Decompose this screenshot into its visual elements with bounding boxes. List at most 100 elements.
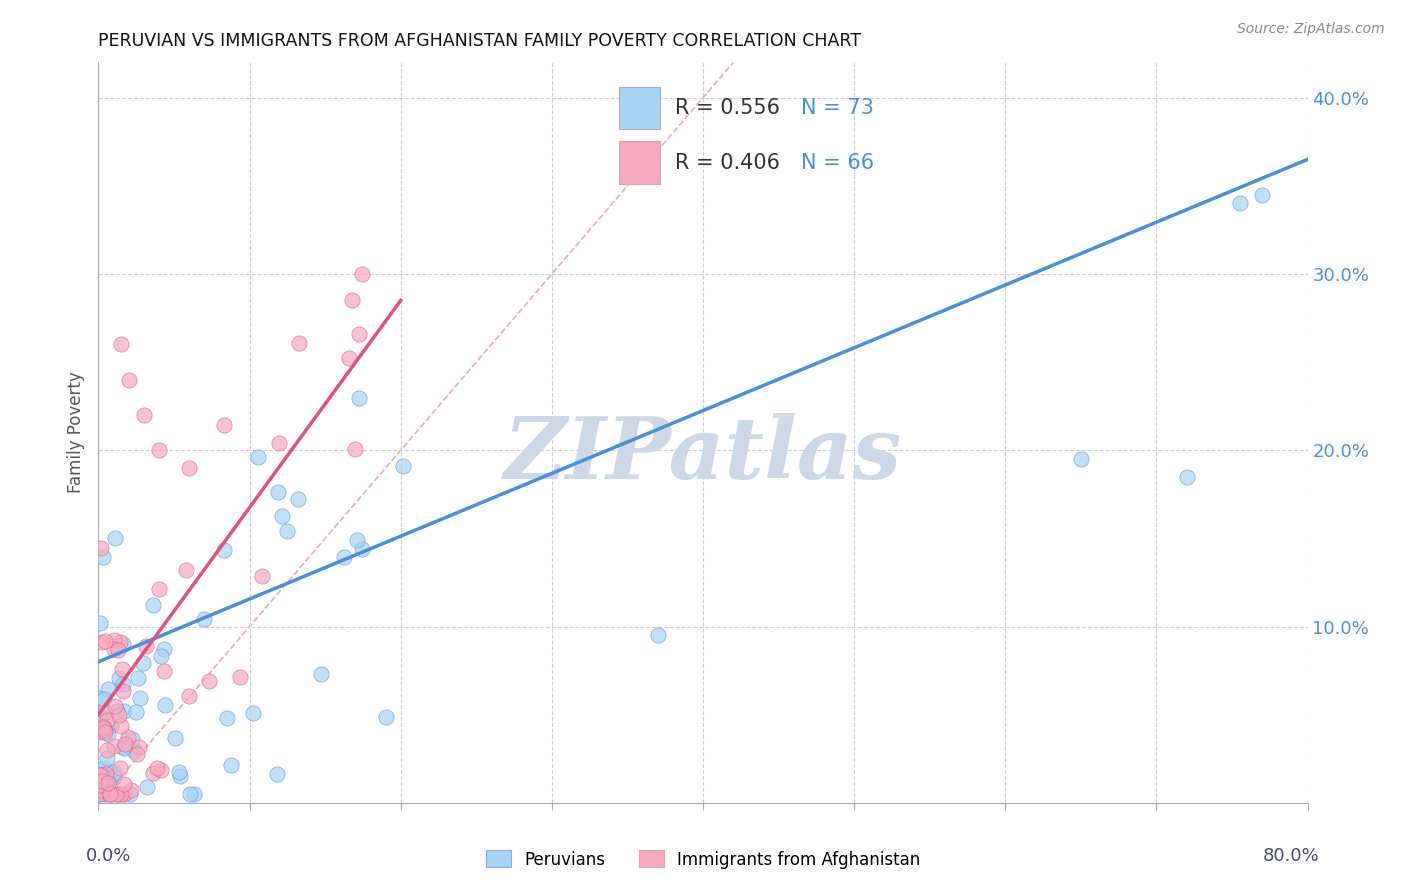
Point xyxy=(103,642,125,657)
Point xyxy=(212,417,235,432)
Point xyxy=(112,787,135,801)
Point xyxy=(97,727,120,741)
Point xyxy=(103,739,125,753)
Point xyxy=(350,267,373,281)
Point xyxy=(111,662,134,676)
Point xyxy=(91,781,114,796)
Point xyxy=(118,373,141,387)
Point xyxy=(91,635,114,649)
Point xyxy=(344,442,367,456)
Point xyxy=(129,691,152,706)
Point xyxy=(91,722,114,736)
Point xyxy=(375,710,398,724)
Point xyxy=(136,780,159,795)
Point xyxy=(90,774,112,789)
Point xyxy=(111,684,134,698)
Point xyxy=(110,719,132,733)
Point xyxy=(93,722,115,736)
Text: PERUVIAN VS IMMIGRANTS FROM AFGHANISTAN FAMILY POVERTY CORRELATION CHART: PERUVIAN VS IMMIGRANTS FROM AFGHANISTAN … xyxy=(98,32,862,50)
Point xyxy=(132,408,155,422)
Point xyxy=(93,705,115,719)
Point xyxy=(271,509,294,524)
Point xyxy=(1070,452,1092,467)
Point xyxy=(97,681,120,696)
Point xyxy=(90,541,112,555)
Point xyxy=(89,725,111,739)
Point xyxy=(246,450,269,464)
Text: ZIPatlas: ZIPatlas xyxy=(503,413,903,497)
Point xyxy=(392,458,415,473)
Point xyxy=(215,711,238,725)
Point xyxy=(107,643,129,657)
Point xyxy=(112,704,135,718)
Point xyxy=(219,758,242,772)
Point xyxy=(108,760,131,774)
Point xyxy=(122,744,145,758)
Point xyxy=(103,633,125,648)
Point xyxy=(197,674,219,689)
Point xyxy=(163,731,186,746)
Point xyxy=(337,351,360,366)
Point xyxy=(127,671,149,685)
Point xyxy=(100,719,122,733)
Point xyxy=(347,391,370,405)
Point xyxy=(142,765,165,780)
Point xyxy=(94,725,117,739)
Point xyxy=(110,337,132,351)
Point xyxy=(150,764,173,778)
Point xyxy=(1229,196,1251,211)
Point xyxy=(93,634,115,648)
Point xyxy=(114,737,136,751)
Point xyxy=(97,773,120,788)
Point xyxy=(287,491,309,506)
Point xyxy=(91,720,114,734)
Point xyxy=(97,787,120,801)
Point xyxy=(90,767,112,781)
Point xyxy=(1251,187,1274,202)
Point xyxy=(112,637,135,651)
Point xyxy=(93,723,115,738)
Point xyxy=(96,713,118,727)
Point xyxy=(152,641,174,656)
Point xyxy=(169,769,191,783)
Point xyxy=(104,787,127,801)
Point xyxy=(97,772,120,787)
Point xyxy=(93,768,115,782)
Legend: Peruvians, Immigrants from Afghanistan: Peruvians, Immigrants from Afghanistan xyxy=(486,850,920,869)
Point xyxy=(93,691,115,706)
Point xyxy=(89,724,111,739)
Point xyxy=(269,436,291,450)
Point xyxy=(179,689,201,703)
Point xyxy=(146,761,169,775)
Point xyxy=(112,740,135,755)
Y-axis label: Family Poverty: Family Poverty xyxy=(66,372,84,493)
Point xyxy=(89,768,111,782)
Text: 80.0%: 80.0% xyxy=(1263,847,1320,865)
Point xyxy=(107,672,129,686)
Point xyxy=(193,612,215,626)
Point xyxy=(105,704,128,718)
Point xyxy=(89,690,111,705)
Point xyxy=(276,524,298,538)
Point xyxy=(89,709,111,723)
Point xyxy=(125,747,148,761)
Text: 0.0%: 0.0% xyxy=(86,847,132,865)
Point xyxy=(118,787,141,801)
Point xyxy=(647,628,669,642)
Point xyxy=(179,461,201,475)
Point xyxy=(266,767,288,781)
Point xyxy=(229,670,252,684)
Point xyxy=(107,787,129,801)
Point xyxy=(111,676,134,690)
Point xyxy=(267,485,290,500)
Point xyxy=(148,443,170,458)
Point xyxy=(96,742,118,756)
Point xyxy=(150,649,173,664)
Point xyxy=(100,787,122,801)
Point xyxy=(104,699,127,714)
Point xyxy=(142,598,165,612)
Point xyxy=(153,698,176,712)
Point xyxy=(340,293,363,308)
Point xyxy=(89,615,111,630)
Point xyxy=(94,766,117,780)
